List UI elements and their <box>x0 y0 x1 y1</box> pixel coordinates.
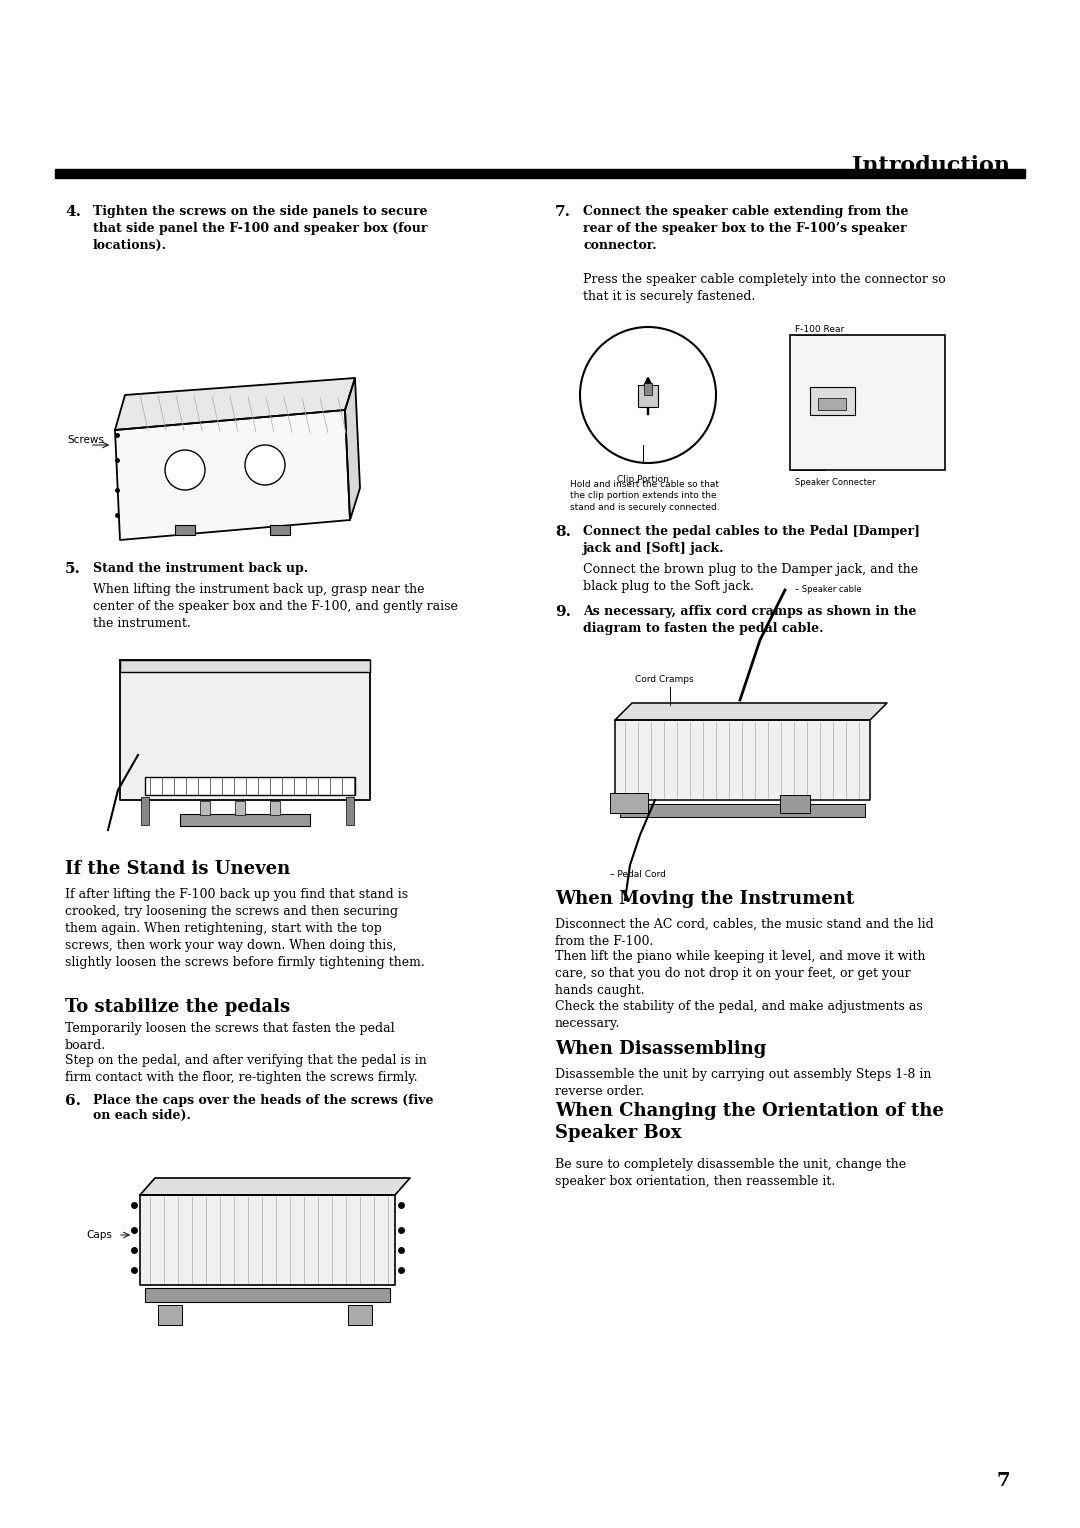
Text: Speaker Connecter: Speaker Connecter <box>795 478 876 487</box>
Bar <box>180 814 310 827</box>
Text: 7: 7 <box>997 1471 1010 1490</box>
Bar <box>270 526 291 535</box>
Bar <box>638 385 658 406</box>
Text: Check the stability of the pedal, and make adjustments as
necessary.: Check the stability of the pedal, and ma… <box>555 999 922 1030</box>
Text: – Pedal Cord: – Pedal Cord <box>610 869 666 879</box>
Text: If the Stand is Uneven: If the Stand is Uneven <box>65 860 291 879</box>
Bar <box>810 387 855 416</box>
Polygon shape <box>114 377 355 429</box>
Text: Press the speaker cable completely into the connector so
that it is securely fas: Press the speaker cable completely into … <box>583 274 946 303</box>
Text: 4.: 4. <box>65 205 81 219</box>
Bar <box>175 526 195 535</box>
Text: 9.: 9. <box>555 605 571 619</box>
Bar <box>270 801 280 814</box>
Text: F-100 Rear: F-100 Rear <box>795 325 845 335</box>
Bar <box>158 1305 183 1325</box>
Text: Connect the speaker cable extending from the
rear of the speaker box to the F-10: Connect the speaker cable extending from… <box>583 205 908 252</box>
Text: Connect the pedal cables to the Pedal [Damper]
jack and [Soft] jack.: Connect the pedal cables to the Pedal [D… <box>583 526 920 555</box>
Text: Disconnect the AC cord, cables, the music stand and the lid
from the F-100.: Disconnect the AC cord, cables, the musi… <box>555 918 934 947</box>
Bar <box>120 660 370 672</box>
Text: If after lifting the F-100 back up you find that stand is
crooked, try loosening: If after lifting the F-100 back up you f… <box>65 888 424 969</box>
Circle shape <box>165 451 205 490</box>
Text: 5.: 5. <box>65 562 81 576</box>
Polygon shape <box>140 1178 410 1195</box>
Bar <box>620 804 865 817</box>
Bar <box>145 1288 390 1302</box>
Bar <box>348 1305 372 1325</box>
Text: 8.: 8. <box>555 526 571 539</box>
Text: Place the caps over the heads of the screws (five
on each side).: Place the caps over the heads of the scr… <box>93 1094 433 1122</box>
Text: 6.: 6. <box>65 1094 81 1108</box>
Bar <box>818 397 846 410</box>
Bar <box>200 801 210 814</box>
Text: Introduction: Introduction <box>852 154 1010 177</box>
Text: Clip Portion: Clip Portion <box>617 475 669 484</box>
Circle shape <box>245 445 285 484</box>
Text: Be sure to completely disassemble the unit, change the
speaker box orientation, : Be sure to completely disassemble the un… <box>555 1158 906 1187</box>
Bar <box>610 793 648 813</box>
Polygon shape <box>140 1195 395 1285</box>
Polygon shape <box>120 660 370 801</box>
Bar <box>55 170 1025 177</box>
Text: Cord Cramps: Cord Cramps <box>635 675 693 685</box>
Text: Then lift the piano while keeping it level, and move it with
care, so that you d: Then lift the piano while keeping it lev… <box>555 950 926 996</box>
Text: Screws: Screws <box>67 435 104 445</box>
Circle shape <box>580 327 716 463</box>
Text: When Changing the Orientation of the
Speaker Box: When Changing the Orientation of the Spe… <box>555 1102 944 1143</box>
Text: Stand the instrument back up.: Stand the instrument back up. <box>93 562 308 575</box>
Bar <box>644 384 652 396</box>
Bar <box>235 801 245 814</box>
Text: Connect the brown plug to the Damper jack, and the
black plug to the Soft jack.: Connect the brown plug to the Damper jac… <box>583 562 918 593</box>
Text: When Disassembling: When Disassembling <box>555 1041 767 1057</box>
Text: Step on the pedal, and after verifying that the pedal is in
firm contact with th: Step on the pedal, and after verifying t… <box>65 1054 427 1083</box>
Bar <box>789 335 945 471</box>
Bar <box>141 798 149 825</box>
Bar <box>145 778 355 795</box>
Bar <box>780 795 810 813</box>
Polygon shape <box>345 377 360 520</box>
Polygon shape <box>114 410 350 539</box>
Text: As necessary, affix cord cramps as shown in the
diagram to fasten the pedal cabl: As necessary, affix cord cramps as shown… <box>583 605 917 636</box>
Bar <box>346 798 354 825</box>
Polygon shape <box>615 720 870 801</box>
Text: When Moving the Instrument: When Moving the Instrument <box>555 889 854 908</box>
Text: Disassemble the unit by carrying out assembly Steps 1-8 in
reverse order.: Disassemble the unit by carrying out ass… <box>555 1068 931 1099</box>
Text: To stabilize the pedals: To stabilize the pedals <box>65 998 291 1016</box>
Text: Tighten the screws on the side panels to secure
that side panel the F-100 and sp: Tighten the screws on the side panels to… <box>93 205 428 252</box>
Text: 7.: 7. <box>555 205 571 219</box>
Text: – Speaker cable: – Speaker cable <box>795 585 862 594</box>
Polygon shape <box>615 703 887 720</box>
Text: Hold and insert the cable so that
the clip portion extends into the
stand and is: Hold and insert the cable so that the cl… <box>570 480 719 512</box>
Text: Temporarily loosen the screws that fasten the pedal
board.: Temporarily loosen the screws that faste… <box>65 1022 394 1051</box>
Text: Caps: Caps <box>86 1230 112 1241</box>
Text: When lifting the instrument back up, grasp near the
center of the speaker box an: When lifting the instrument back up, gra… <box>93 584 458 630</box>
